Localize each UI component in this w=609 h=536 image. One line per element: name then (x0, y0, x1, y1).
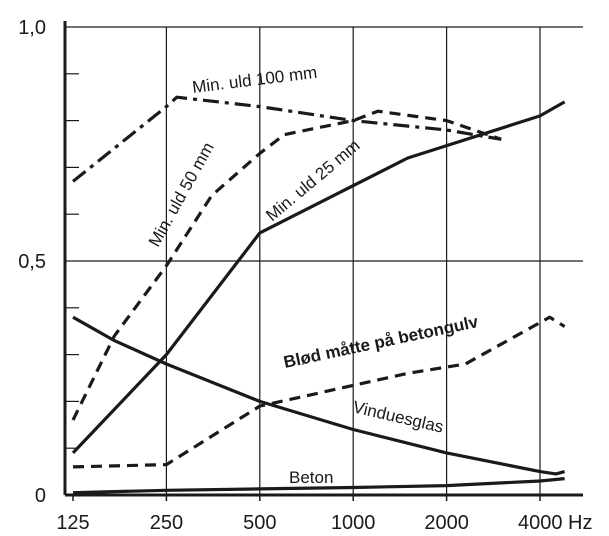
series-line-min-uld-25-mm (71, 100, 566, 455)
series-line-bl-d-m-tte-p-betongulv (72, 315, 566, 469)
minor-ticks (65, 73, 541, 501)
series-group (71, 95, 566, 495)
series-line-beton (72, 477, 565, 495)
y-tick-label-0: 0 (35, 485, 46, 507)
x-tick-label-2000: 2000 (424, 512, 469, 534)
label-min-uld-50: Min. uld 50 mm (145, 139, 218, 250)
label-min-uld-25: Min. uld 25 mm (262, 136, 363, 225)
x-tick-label-4000: 4000 Hz (518, 512, 593, 534)
x-tick-label-1000: 1000 (331, 512, 376, 534)
series-line-vinduesglas (72, 315, 566, 476)
series-line-min-uld-50-mm (71, 109, 502, 421)
x-tick-label-125: 125 (56, 512, 89, 534)
label-min-uld-100: Min. uld 100 mm (191, 63, 318, 97)
y-tick-label-2: 1,0 (18, 17, 46, 39)
x-tick-label-250: 250 (150, 512, 183, 534)
grid (65, 26, 583, 495)
series-line-min-uld-100-mm (71, 95, 502, 183)
x-tick-label-500: 500 (243, 512, 276, 534)
label-blod-matte: Blød måtte på betongulv (282, 312, 480, 372)
label-vinduesglas: Vinduesglas (351, 397, 445, 436)
tick-labels: 125 250 500 1000 2000 4000 Hz 0 0,5 1,0 (18, 17, 592, 534)
label-beton: Beton (289, 468, 333, 487)
y-tick-label-1: 0,5 (18, 251, 46, 273)
